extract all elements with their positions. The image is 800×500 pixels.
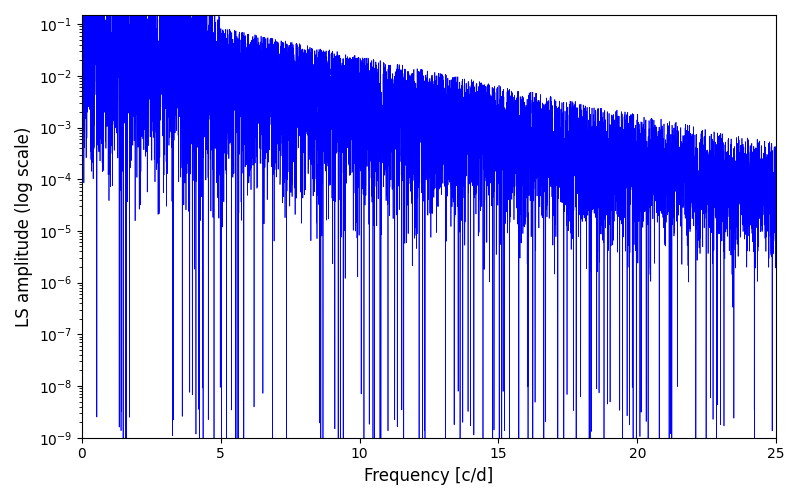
X-axis label: Frequency [c/d]: Frequency [c/d]	[364, 467, 494, 485]
Y-axis label: LS amplitude (log scale): LS amplitude (log scale)	[15, 126, 33, 326]
